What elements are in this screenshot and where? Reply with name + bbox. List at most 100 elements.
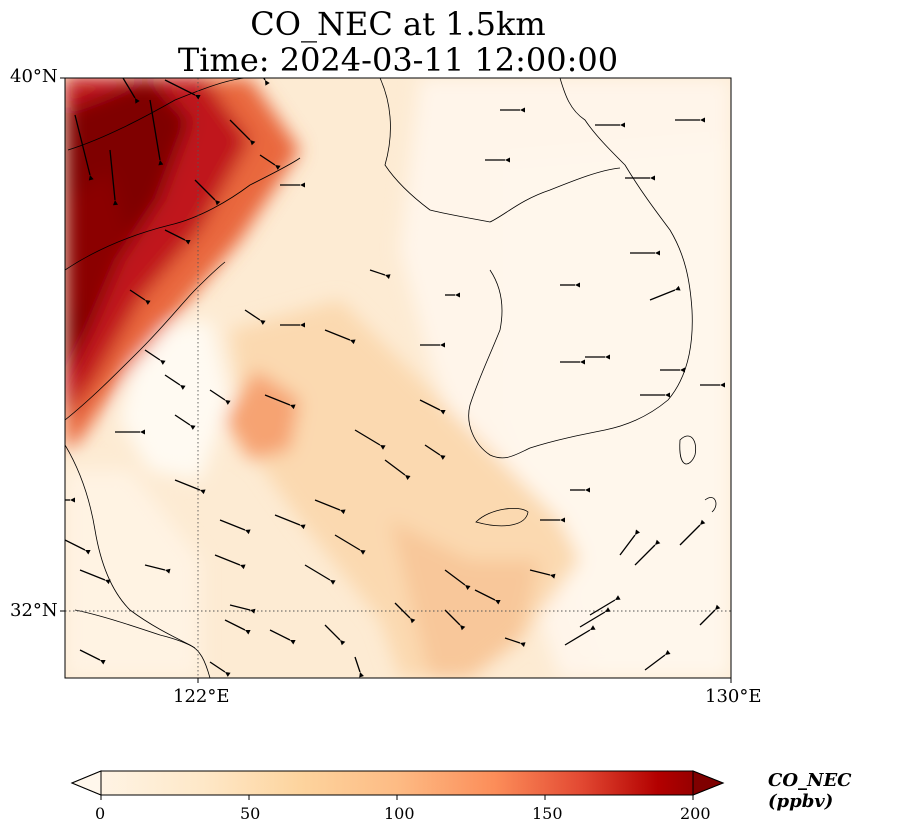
colorbar-tick-50: 50 xyxy=(240,804,261,823)
wind-arrow-head xyxy=(88,175,94,181)
wind-arrow-head xyxy=(330,580,336,585)
wind-arrow-head xyxy=(550,573,556,579)
wind-arrow xyxy=(174,479,201,491)
wind-arrow-head xyxy=(520,642,526,647)
wind-arrow xyxy=(164,79,196,96)
wind-arrow-head xyxy=(275,165,281,170)
wind-arrow-head xyxy=(440,410,446,415)
lat-tick-32: 32°N xyxy=(10,600,58,621)
wind-arrow-head xyxy=(340,509,346,515)
wind-arrow-head xyxy=(185,240,191,245)
wind-arrow xyxy=(304,564,331,581)
wind-arrow xyxy=(354,429,381,446)
wind-arrow-head xyxy=(300,322,305,328)
colorbar-tick-0: 0 xyxy=(95,804,106,823)
wind-arrow-head xyxy=(250,140,256,146)
wind-arrow-head xyxy=(100,660,106,665)
wind-arrow-head xyxy=(635,529,640,535)
wind-arrow xyxy=(354,656,361,673)
wind-arrow-head xyxy=(265,80,270,86)
wind-arrow xyxy=(224,619,246,631)
wind-arrow xyxy=(394,602,411,619)
wind-arrow xyxy=(474,589,496,601)
wind-arrow xyxy=(149,99,161,161)
wind-arrow-head xyxy=(158,160,164,166)
wind-arrow-head xyxy=(190,425,196,430)
wind-arrow-head xyxy=(85,550,91,555)
wind-arrow-head xyxy=(300,182,305,188)
wind-arrow-head xyxy=(680,367,685,373)
wind-arrow xyxy=(504,637,521,644)
wind-arrow-head xyxy=(720,382,725,388)
wind-arrow-head xyxy=(140,429,145,435)
wind-arrow xyxy=(263,78,266,81)
wind-arrow-head xyxy=(675,285,681,291)
wind-arrow-head xyxy=(655,250,660,256)
wind-arrow-head xyxy=(590,625,596,630)
wind-arrow-head xyxy=(250,608,256,614)
wind-arrow-head xyxy=(290,404,296,410)
wind-arrow xyxy=(529,569,551,576)
wind-arrow xyxy=(65,539,86,551)
wind-arrow xyxy=(649,289,676,301)
wind-arrow xyxy=(229,604,251,611)
wind-arrow xyxy=(264,394,291,406)
wind-arrow xyxy=(269,629,291,641)
wind-arrow-head xyxy=(105,579,111,585)
coastlines xyxy=(65,78,717,678)
wind-arrow-head xyxy=(560,517,565,523)
wind-arrow-head xyxy=(225,400,231,405)
wind-arrow-head xyxy=(520,107,525,113)
wind-arrow xyxy=(419,399,441,411)
wind-arrow-head xyxy=(160,360,166,365)
wind-arrow xyxy=(274,514,301,526)
wind-arrow-head xyxy=(350,339,356,345)
wind-arrow-head xyxy=(225,672,231,677)
wind-arrow-head xyxy=(585,487,590,493)
wind-arrow-head xyxy=(650,175,655,181)
wind-arrow-head xyxy=(605,354,610,360)
wind-arrow-head xyxy=(385,274,391,279)
wind-arrow-head xyxy=(300,524,306,530)
wind-arrow xyxy=(579,611,606,628)
wind-arrow-head xyxy=(215,200,221,206)
wind-arrow xyxy=(589,599,616,616)
wind-arrow-head xyxy=(380,445,386,450)
colorbar-tick-100: 100 xyxy=(384,804,415,823)
wind-arrow xyxy=(384,459,406,476)
wind-arrow xyxy=(679,524,701,546)
wind-arrow-head xyxy=(495,600,501,605)
wind-arrow-head xyxy=(715,604,721,610)
colorbar-extend-low xyxy=(70,770,102,796)
wind-arrow xyxy=(444,609,461,626)
wind-arrow-head xyxy=(245,630,251,635)
map-title-line2: Time: 2024-03-11 12:00:00 xyxy=(177,41,619,79)
wind-arrow-head xyxy=(700,117,705,123)
wind-arrow-head xyxy=(70,497,75,503)
concentration-field xyxy=(65,78,731,678)
map-frame xyxy=(64,77,732,679)
wind-arrow xyxy=(229,119,251,141)
wind-arrow xyxy=(79,649,101,661)
wind-arrow xyxy=(174,414,191,426)
wind-arrow xyxy=(209,389,226,401)
colorbar-extend-high xyxy=(692,770,725,796)
colorbar-tick-200: 200 xyxy=(680,804,711,823)
gridlines xyxy=(65,78,731,678)
wind-arrow xyxy=(164,229,186,241)
wind-arrow xyxy=(74,114,91,176)
wind-arrow xyxy=(109,149,116,201)
wind-arrow xyxy=(634,544,656,566)
wind-arrow xyxy=(424,444,441,456)
colorbar-label: CO_NEC (ppbv) xyxy=(768,770,852,812)
wind-arrow xyxy=(644,654,666,671)
wind-arrow-head xyxy=(360,550,366,555)
wind-arrow-head xyxy=(605,607,611,612)
wind-arrow-head xyxy=(245,529,251,535)
wind-arrow-head xyxy=(340,640,346,646)
wind-arrow-head xyxy=(665,650,671,655)
lon-tick-130: 130°E xyxy=(705,686,762,707)
wind-arrow-head xyxy=(260,320,266,325)
wind-arrow xyxy=(164,374,181,386)
